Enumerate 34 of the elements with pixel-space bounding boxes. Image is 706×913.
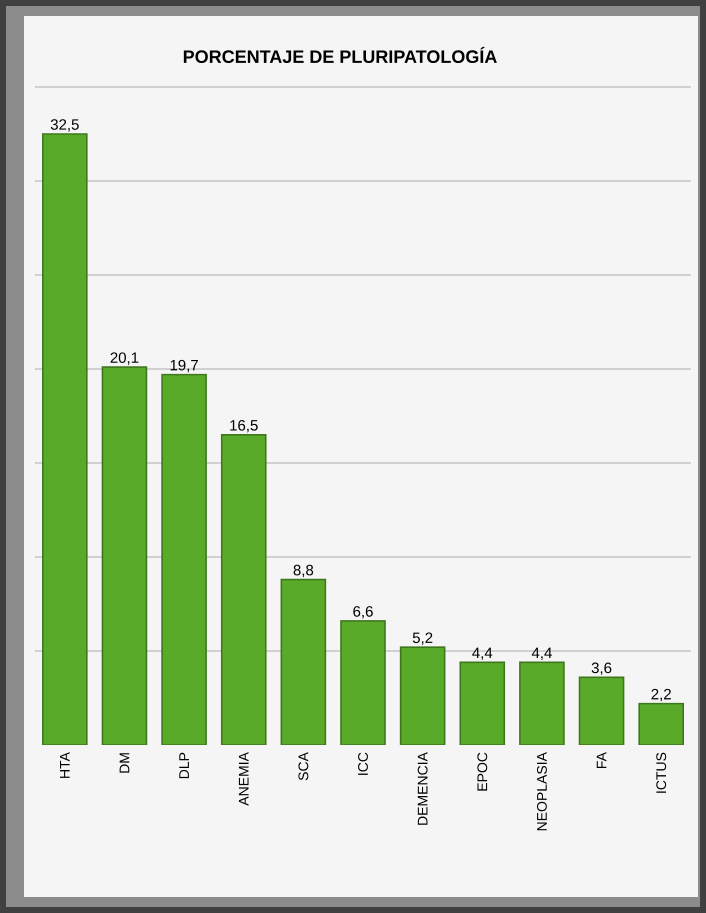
bar <box>580 677 624 745</box>
bar <box>222 434 266 745</box>
bar <box>281 580 326 745</box>
data-label: 6,6 <box>353 606 373 619</box>
data-label: 2,2 <box>652 688 671 702</box>
bar <box>520 662 564 745</box>
bar <box>400 647 445 745</box>
bar <box>42 134 87 745</box>
data-label: 3,6 <box>592 662 612 675</box>
data-label: 20,1 <box>110 352 138 365</box>
x-tick-label: EPOC <box>477 752 488 791</box>
x-tick-label: FA <box>596 752 606 768</box>
x-tick-label: DLP <box>179 752 189 778</box>
data-label: 5,2 <box>412 632 432 645</box>
data-label: 4,4 <box>472 648 492 660</box>
bar <box>460 662 504 745</box>
x-tick-label: SCA <box>298 752 308 780</box>
x-tick-label: DEMENCIA <box>418 752 428 825</box>
bar <box>638 702 684 745</box>
x-tick-label: ANEMIA <box>238 752 249 806</box>
bar <box>341 620 385 745</box>
x-tick-label: ICTUS <box>656 752 666 793</box>
bar <box>102 367 146 745</box>
data-label: 4,4 <box>532 648 552 660</box>
bar <box>162 374 206 745</box>
data-label: 32,5 <box>50 119 79 132</box>
x-tick-label: ICC <box>358 752 368 775</box>
data-label: 8,8 <box>294 564 314 578</box>
data-label: 16,5 <box>230 420 258 432</box>
x-tick-label: DM <box>120 753 130 773</box>
x-tick-label: HTA <box>60 752 70 778</box>
data-label: 19,7 <box>170 360 198 372</box>
chart-title: PORCENTAJE DE PLURIPATOLOGÍA <box>184 46 497 64</box>
x-tick-label: NEOPLASIA <box>536 752 547 830</box>
